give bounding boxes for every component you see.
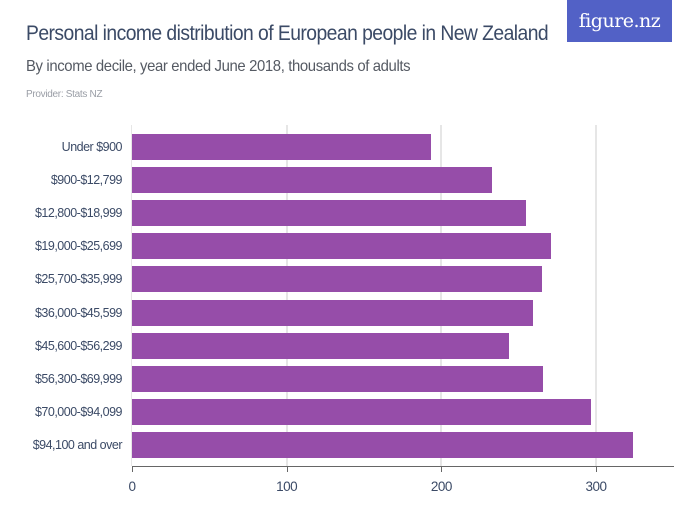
bar[interactable] xyxy=(132,167,493,194)
category-label: $56,300-$69,999 xyxy=(34,371,123,386)
bar[interactable] xyxy=(132,332,510,359)
category-label: $36,000-$45,599 xyxy=(34,305,123,320)
bar[interactable] xyxy=(132,266,542,293)
bar[interactable] xyxy=(132,233,552,260)
category-label: $19,000-$25,699 xyxy=(34,239,123,254)
category-label: $94,100 and over xyxy=(32,437,123,452)
gridline xyxy=(440,125,443,466)
bar[interactable] xyxy=(132,200,527,227)
bar[interactable] xyxy=(132,398,592,425)
chart-subtitle: By income decile, year ended June 2018, … xyxy=(26,58,411,75)
provider-label: Provider: Stats NZ xyxy=(26,89,103,100)
x-axis-tick xyxy=(286,466,288,472)
x-axis-tick-label: 300 xyxy=(585,479,607,494)
x-axis-tick xyxy=(596,466,597,472)
x-axis-tick-label: 200 xyxy=(430,479,453,494)
x-axis-tick xyxy=(132,466,133,472)
chart-title: Personal income distribution of European… xyxy=(26,22,549,45)
category-label: $12,800-$18,999 xyxy=(34,206,123,221)
bar[interactable] xyxy=(132,431,634,458)
category-label: $900-$12,799 xyxy=(50,173,123,188)
gridline xyxy=(285,125,288,466)
category-label: Under $900 xyxy=(61,140,123,154)
bar[interactable] xyxy=(132,365,544,392)
gridline xyxy=(131,125,132,466)
x-axis-tick-label: 100 xyxy=(276,479,298,494)
x-axis-tick xyxy=(441,466,443,472)
bar[interactable] xyxy=(132,134,431,160)
figure-nz-logo[interactable]: figure.nz xyxy=(567,0,672,42)
gridline xyxy=(595,125,597,466)
x-axis-tick-label: 0 xyxy=(128,479,136,494)
bar[interactable] xyxy=(132,299,533,326)
x-axis-line xyxy=(132,466,674,467)
category-label: $70,000-$94,099 xyxy=(34,404,123,419)
category-label: $25,700-$35,999 xyxy=(34,272,123,287)
category-label: $45,600-$56,299 xyxy=(34,338,123,353)
